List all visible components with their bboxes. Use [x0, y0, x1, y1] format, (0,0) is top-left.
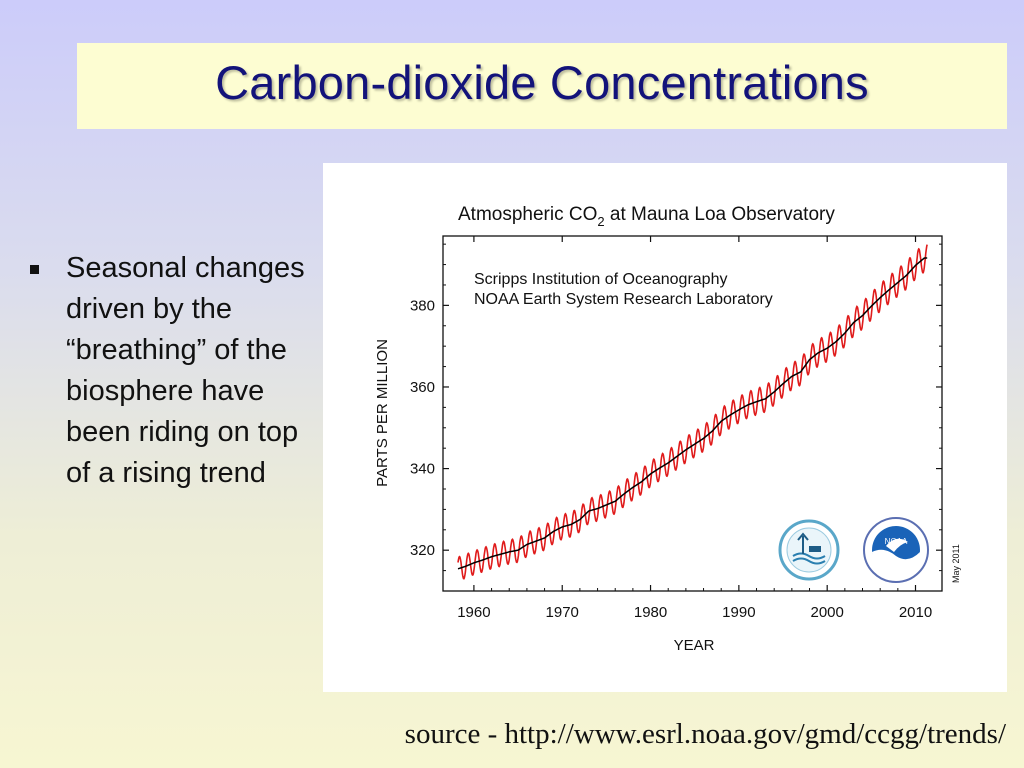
svg-text:NOAA: NOAA [885, 537, 908, 546]
plot-frame [442, 235, 943, 592]
date-stamp: May 2011 [951, 544, 961, 583]
scripps-logo [778, 519, 840, 581]
axis-ticks: 1960 1970 1980 1990 2000 2010 320 340 360 380 [410, 236, 942, 621]
co2-chart: Atmospheric CO2 at Mauna Loa Observatory… [374, 204, 961, 654]
chart-panel: Atmospheric CO2 at Mauna Loa Observatory… [323, 163, 1007, 692]
x-tick-label: 2010 [899, 604, 932, 621]
bullet-text: Seasonal changes driven by the “breathin… [66, 252, 305, 489]
title-box: Carbon-dioxide Concentrations [77, 43, 1007, 129]
source-citation: source - http://www.esrl.noaa.gov/gmd/cc… [404, 718, 1006, 750]
monthly-co2-line [457, 244, 928, 580]
noaa-logo: NOAA [863, 517, 929, 583]
x-tick-label: 1960 [457, 604, 490, 621]
x-tick-label: 2000 [810, 604, 843, 621]
y-tick-label: 320 [410, 542, 435, 559]
chart-title: Atmospheric CO2 at Mauna Loa Observatory [458, 204, 835, 229]
chart-series [457, 244, 928, 580]
y-tick-label: 360 [410, 379, 435, 396]
x-axis-label: YEAR [674, 637, 715, 654]
y-tick-label: 340 [410, 461, 435, 478]
x-tick-label: 1990 [722, 604, 755, 621]
slide-title: Carbon-dioxide Concentrations [215, 56, 869, 109]
trend-co2-line [457, 257, 928, 570]
annotation-noaa: NOAA Earth System Research Laboratory [474, 291, 773, 308]
x-tick-label: 1980 [634, 604, 667, 621]
annotation-scripps: Scripps Institution of Oceanography [474, 271, 727, 288]
y-axis-label: PARTS PER MILLION [374, 339, 391, 487]
square-bullet-icon [30, 265, 39, 274]
x-tick-label: 1970 [546, 604, 579, 621]
y-tick-label: 380 [410, 297, 435, 314]
